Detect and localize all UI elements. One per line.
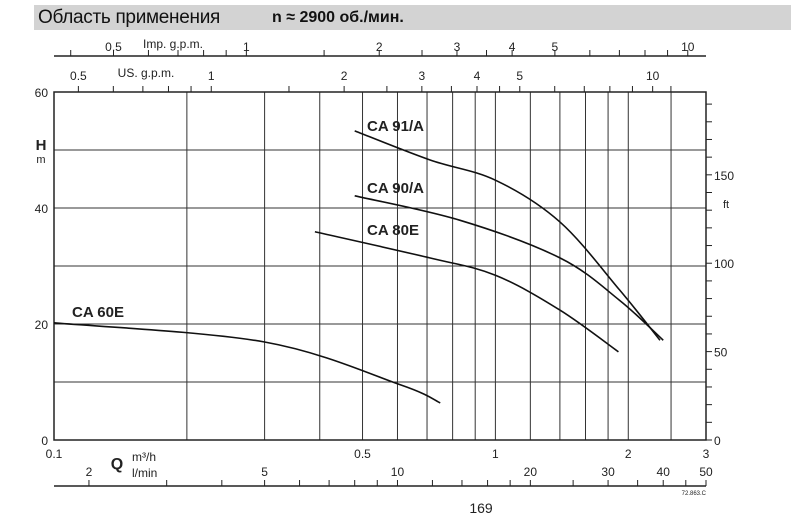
speed-label: n ≈ 2900 об./мин.	[272, 9, 404, 26]
x-tick-label-imp-gpm: 4	[509, 40, 516, 54]
x-axis-unit-lmin: l/min	[132, 466, 157, 480]
x-tick-label-lmin: 2	[86, 465, 93, 479]
y-axis-unit-m: m	[36, 154, 45, 166]
x-tick-label-lmin: 5	[261, 465, 268, 479]
x-tick-label-imp-gpm: 5	[552, 40, 559, 54]
curve-label-ca-90-a: CA 90/A	[367, 180, 424, 197]
x-tick-label-lmin: 30	[601, 465, 615, 479]
y-tick-label-ft: 150	[714, 169, 734, 183]
curve-label-ca-80e: CA 80E	[367, 222, 419, 239]
x-tick-label-m3h: 2	[625, 447, 632, 461]
x-tick-label-us-gpm: 5	[516, 69, 523, 83]
curve-label-ca-60e: CA 60E	[72, 304, 124, 321]
section-title: Область применения	[38, 7, 220, 28]
y-tick-label-m: 40	[35, 202, 49, 216]
y-tick-label-ft: 100	[714, 257, 734, 271]
x-axis-unit-m3h: m³/h	[132, 450, 156, 464]
x-tick-label-us-gpm: 2	[341, 69, 348, 83]
x-tick-label-m3h: 0.5	[354, 447, 371, 461]
x-tick-label-us-gpm: 3	[419, 69, 426, 83]
x-tick-label-m3h: 1	[492, 447, 499, 461]
x-tick-label-lmin: 20	[524, 465, 538, 479]
figure-code: 72.863.C	[682, 491, 707, 497]
y-tick-label-ft: 0	[714, 434, 721, 448]
x-tick-label-imp-gpm: 1	[243, 40, 250, 54]
imp-gpm-unit: Imp. g.p.m.	[143, 37, 203, 51]
x-tick-label-us-gpm: 10	[646, 69, 660, 83]
x-tick-label-imp-gpm: 10	[681, 40, 695, 54]
x-tick-label-us-gpm: 1	[208, 69, 215, 83]
plot-frame	[53, 91, 707, 441]
curve-ca-90-a	[354, 195, 664, 341]
y-tick-label-m: 0	[41, 434, 48, 448]
curve-ca-60e	[53, 322, 441, 404]
x-tick-label-m3h: 0.1	[46, 447, 63, 461]
x-tick-label-imp-gpm: 0.5	[105, 40, 122, 54]
x-tick-label-lmin: 40	[657, 465, 671, 479]
curve-ca-91-a	[354, 130, 661, 341]
us-gpm-unit: US. g.p.m.	[118, 66, 175, 80]
x-tick-label-imp-gpm: 3	[454, 40, 461, 54]
section-header: Область применения n ≈ 2900 об./мин.	[34, 5, 791, 30]
y-axis-label-h: H	[36, 137, 47, 154]
y-tick-label-ft: 50	[714, 346, 728, 360]
y-tick-label-m: 60	[35, 86, 49, 100]
x-tick-label-us-gpm: 0.5	[70, 69, 87, 83]
x-tick-label-lmin: 10	[391, 465, 405, 479]
y-tick-label-m: 20	[35, 318, 49, 332]
x-tick-label-us-gpm: 4	[474, 69, 481, 83]
curve-ca-80e	[314, 230, 619, 353]
y-axis-unit-ft: ft	[723, 199, 729, 211]
page-number: 169	[469, 500, 493, 516]
x-axis-label-q: Q	[111, 456, 123, 473]
x-tick-label-imp-gpm: 2	[376, 40, 383, 54]
x-tick-label-m3h: 3	[703, 447, 710, 461]
curve-label-ca-91-a: CA 91/A	[367, 118, 424, 135]
x-tick-label-lmin: 50	[699, 465, 713, 479]
